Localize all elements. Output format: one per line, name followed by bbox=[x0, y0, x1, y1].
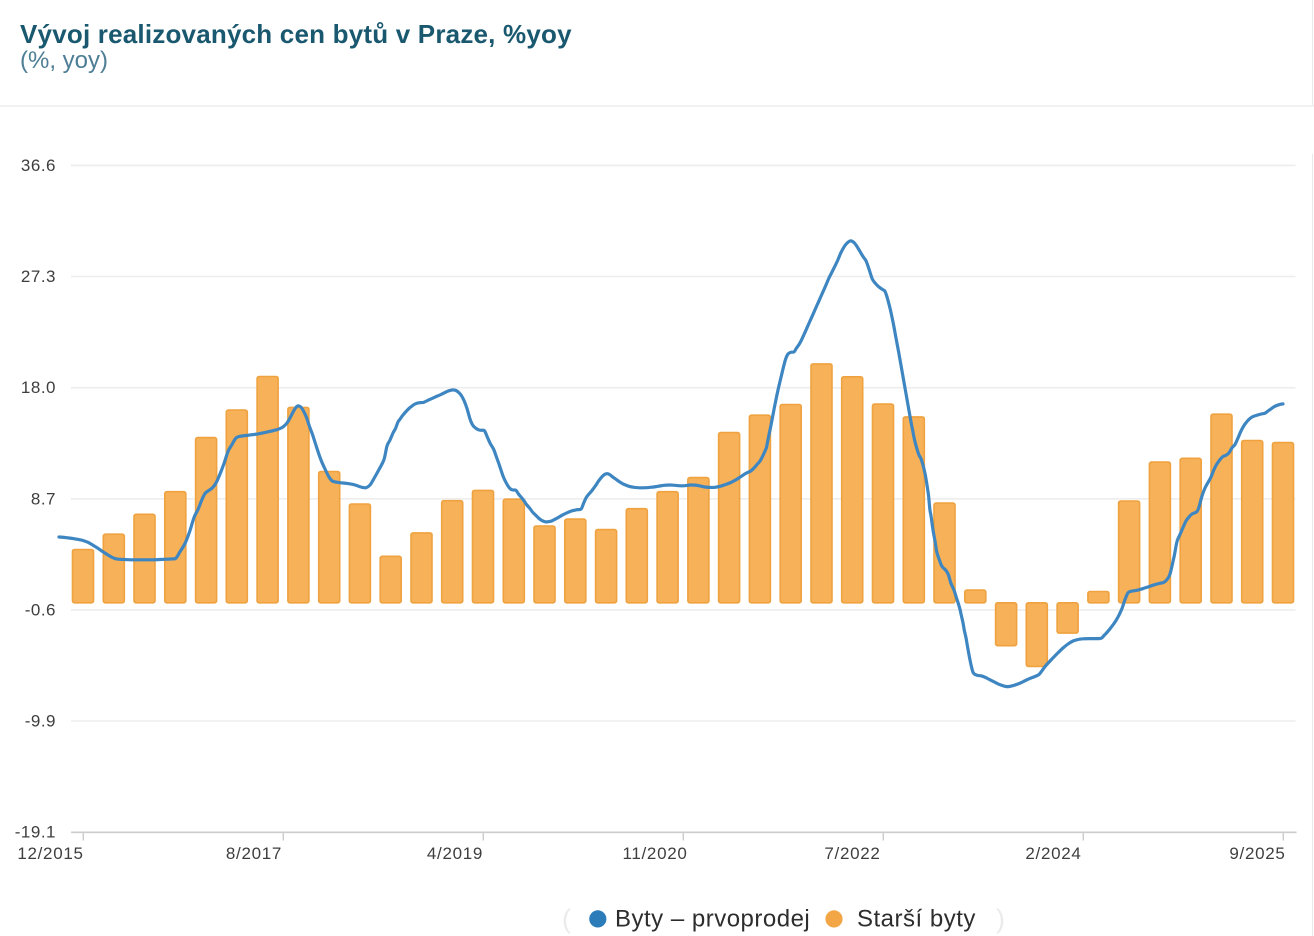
svg-text:7/2022: 7/2022 bbox=[824, 844, 880, 863]
svg-text:-19.1: -19.1 bbox=[15, 823, 56, 842]
svg-text:(: ( bbox=[562, 904, 571, 934]
svg-text:12/2015: 12/2015 bbox=[17, 844, 83, 863]
svg-text:27.3: 27.3 bbox=[21, 267, 56, 286]
svg-text:9/2025: 9/2025 bbox=[1229, 844, 1285, 863]
svg-text:Byty – prvoprodej: Byty – prvoprodej bbox=[615, 906, 810, 933]
svg-text:-9.9: -9.9 bbox=[25, 712, 56, 731]
svg-text:4/2019: 4/2019 bbox=[427, 844, 483, 863]
svg-text:8.7: 8.7 bbox=[31, 489, 56, 508]
svg-text:): ) bbox=[996, 904, 1005, 934]
svg-text:8/2017: 8/2017 bbox=[226, 844, 282, 863]
svg-text:11/2020: 11/2020 bbox=[622, 844, 687, 863]
svg-text:2/2024: 2/2024 bbox=[1025, 844, 1081, 863]
svg-text:-0.6: -0.6 bbox=[25, 600, 56, 619]
svg-text:36.6: 36.6 bbox=[21, 156, 56, 175]
svg-text:18.0: 18.0 bbox=[21, 378, 56, 397]
svg-text:Starší byty: Starší byty bbox=[857, 906, 976, 933]
